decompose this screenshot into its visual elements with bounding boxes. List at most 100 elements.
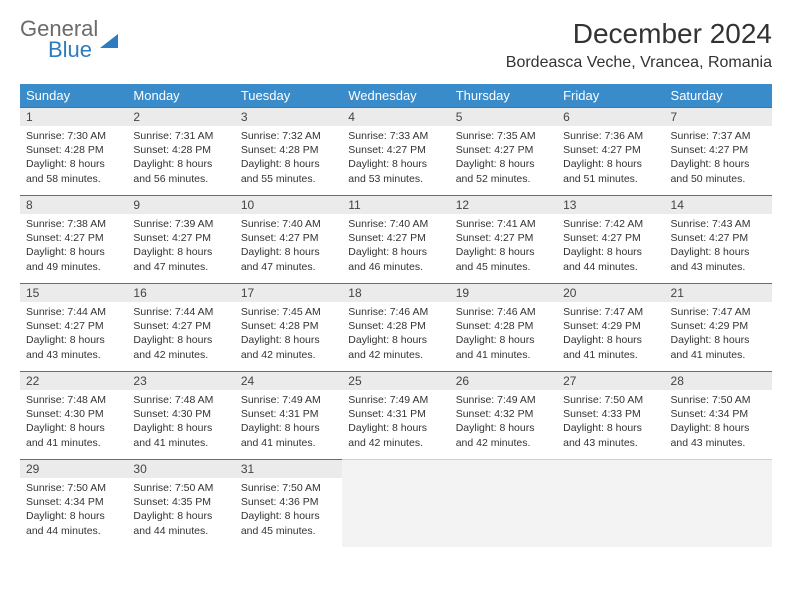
calendar-day-cell: 2Sunrise: 7:31 AMSunset: 4:28 PMDaylight…	[127, 107, 234, 195]
day-line: Sunset: 4:32 PM	[456, 407, 551, 421]
day-number: 21	[665, 283, 772, 302]
day-content: Sunrise: 7:50 AMSunset: 4:34 PMDaylight:…	[665, 390, 772, 456]
day-content: Sunrise: 7:35 AMSunset: 4:27 PMDaylight:…	[450, 126, 557, 192]
day-number: 24	[235, 371, 342, 390]
day-number: 2	[127, 107, 234, 126]
day-line: Sunrise: 7:35 AM	[456, 129, 551, 143]
day-line: Sunset: 4:30 PM	[133, 407, 228, 421]
calendar-week-row: 15Sunrise: 7:44 AMSunset: 4:27 PMDayligh…	[20, 283, 772, 371]
day-number: 22	[20, 371, 127, 390]
day-content: Sunrise: 7:47 AMSunset: 4:29 PMDaylight:…	[665, 302, 772, 368]
day-content: Sunrise: 7:50 AMSunset: 4:34 PMDaylight:…	[20, 478, 127, 544]
calendar-day-cell: 13Sunrise: 7:42 AMSunset: 4:27 PMDayligh…	[557, 195, 664, 283]
weekday-header: Sunday	[20, 84, 127, 107]
day-line: and 45 minutes.	[241, 524, 336, 538]
calendar-day-cell: 21Sunrise: 7:47 AMSunset: 4:29 PMDayligh…	[665, 283, 772, 371]
day-line: Sunrise: 7:40 AM	[241, 217, 336, 231]
day-content: Sunrise: 7:40 AMSunset: 4:27 PMDaylight:…	[235, 214, 342, 280]
day-content: Sunrise: 7:31 AMSunset: 4:28 PMDaylight:…	[127, 126, 234, 192]
day-content: Sunrise: 7:50 AMSunset: 4:35 PMDaylight:…	[127, 478, 234, 544]
day-line: Sunset: 4:34 PM	[671, 407, 766, 421]
calendar-day-cell: 12Sunrise: 7:41 AMSunset: 4:27 PMDayligh…	[450, 195, 557, 283]
day-line: Sunset: 4:28 PM	[241, 319, 336, 333]
day-content: Sunrise: 7:44 AMSunset: 4:27 PMDaylight:…	[20, 302, 127, 368]
day-line: Sunrise: 7:39 AM	[133, 217, 228, 231]
day-content: Sunrise: 7:37 AMSunset: 4:27 PMDaylight:…	[665, 126, 772, 192]
day-line: Daylight: 8 hours	[348, 421, 443, 435]
day-line: Sunset: 4:27 PM	[26, 231, 121, 245]
day-line: Daylight: 8 hours	[348, 245, 443, 259]
day-line: and 58 minutes.	[26, 172, 121, 186]
calendar-day-cell: 7Sunrise: 7:37 AMSunset: 4:27 PMDaylight…	[665, 107, 772, 195]
day-line: Sunset: 4:28 PM	[456, 319, 551, 333]
day-line: Sunset: 4:27 PM	[456, 143, 551, 157]
day-line: and 51 minutes.	[563, 172, 658, 186]
calendar-day-cell: 9Sunrise: 7:39 AMSunset: 4:27 PMDaylight…	[127, 195, 234, 283]
day-line: Daylight: 8 hours	[241, 333, 336, 347]
day-line: and 41 minutes.	[26, 436, 121, 450]
day-line: Sunrise: 7:37 AM	[671, 129, 766, 143]
day-content: Sunrise: 7:40 AMSunset: 4:27 PMDaylight:…	[342, 214, 449, 280]
calendar-day-cell: 11Sunrise: 7:40 AMSunset: 4:27 PMDayligh…	[342, 195, 449, 283]
day-content: Sunrise: 7:48 AMSunset: 4:30 PMDaylight:…	[127, 390, 234, 456]
day-number: 12	[450, 195, 557, 214]
day-line: Daylight: 8 hours	[26, 509, 121, 523]
day-line: and 42 minutes.	[348, 348, 443, 362]
day-line: Sunset: 4:28 PM	[133, 143, 228, 157]
calendar-day-cell	[450, 459, 557, 547]
day-line: Daylight: 8 hours	[671, 333, 766, 347]
day-line: Daylight: 8 hours	[671, 157, 766, 171]
day-line: Daylight: 8 hours	[241, 509, 336, 523]
calendar-day-cell: 25Sunrise: 7:49 AMSunset: 4:31 PMDayligh…	[342, 371, 449, 459]
calendar-day-cell: 18Sunrise: 7:46 AMSunset: 4:28 PMDayligh…	[342, 283, 449, 371]
day-line: Sunset: 4:31 PM	[241, 407, 336, 421]
day-line: Sunset: 4:27 PM	[133, 319, 228, 333]
day-line: Daylight: 8 hours	[563, 157, 658, 171]
day-number: 18	[342, 283, 449, 302]
day-line: Sunset: 4:27 PM	[671, 143, 766, 157]
day-line: Daylight: 8 hours	[26, 157, 121, 171]
calendar-day-cell: 6Sunrise: 7:36 AMSunset: 4:27 PMDaylight…	[557, 107, 664, 195]
day-content: Sunrise: 7:32 AMSunset: 4:28 PMDaylight:…	[235, 126, 342, 192]
day-line: and 49 minutes.	[26, 260, 121, 274]
day-line: Sunset: 4:28 PM	[348, 319, 443, 333]
day-line: Sunrise: 7:47 AM	[563, 305, 658, 319]
day-line: Sunrise: 7:44 AM	[133, 305, 228, 319]
day-line: and 45 minutes.	[456, 260, 551, 274]
day-line: Sunset: 4:28 PM	[241, 143, 336, 157]
calendar-day-cell: 20Sunrise: 7:47 AMSunset: 4:29 PMDayligh…	[557, 283, 664, 371]
triangle-icon	[100, 34, 118, 48]
calendar-week-row: 29Sunrise: 7:50 AMSunset: 4:34 PMDayligh…	[20, 459, 772, 547]
weekday-header: Saturday	[665, 84, 772, 107]
day-line: and 43 minutes.	[671, 260, 766, 274]
day-number: 6	[557, 107, 664, 126]
day-content: Sunrise: 7:42 AMSunset: 4:27 PMDaylight:…	[557, 214, 664, 280]
day-line: Sunrise: 7:50 AM	[26, 481, 121, 495]
day-line: Daylight: 8 hours	[456, 245, 551, 259]
day-line: Sunrise: 7:30 AM	[26, 129, 121, 143]
day-line: Sunrise: 7:48 AM	[133, 393, 228, 407]
day-number: 4	[342, 107, 449, 126]
day-line: Sunrise: 7:32 AM	[241, 129, 336, 143]
day-number: 13	[557, 195, 664, 214]
day-line: Sunset: 4:27 PM	[241, 231, 336, 245]
logo-blue: Blue	[48, 39, 98, 61]
day-content: Sunrise: 7:44 AMSunset: 4:27 PMDaylight:…	[127, 302, 234, 368]
day-line: and 53 minutes.	[348, 172, 443, 186]
day-line: Sunrise: 7:50 AM	[133, 481, 228, 495]
day-line: Sunset: 4:27 PM	[133, 231, 228, 245]
day-line: Daylight: 8 hours	[456, 157, 551, 171]
day-line: Sunrise: 7:41 AM	[456, 217, 551, 231]
calendar-day-cell: 3Sunrise: 7:32 AMSunset: 4:28 PMDaylight…	[235, 107, 342, 195]
day-line: Sunset: 4:31 PM	[348, 407, 443, 421]
weekday-header: Thursday	[450, 84, 557, 107]
day-number: 25	[342, 371, 449, 390]
day-line: Sunset: 4:27 PM	[348, 231, 443, 245]
day-content: Sunrise: 7:47 AMSunset: 4:29 PMDaylight:…	[557, 302, 664, 368]
day-number: 23	[127, 371, 234, 390]
month-title: December 2024	[506, 18, 772, 50]
weekday-header: Friday	[557, 84, 664, 107]
day-line: and 42 minutes.	[241, 348, 336, 362]
day-line: Sunset: 4:29 PM	[563, 319, 658, 333]
logo: General Blue	[20, 18, 118, 61]
